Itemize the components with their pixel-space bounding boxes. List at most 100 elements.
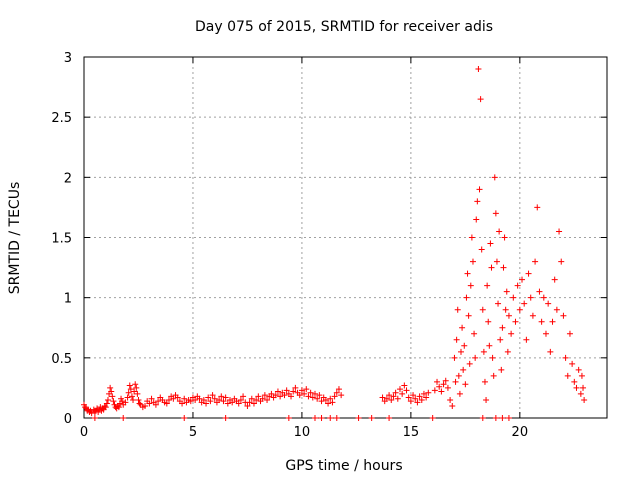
data-point [403,387,410,394]
data-point [527,294,534,301]
data-point [480,348,487,355]
data-point [203,400,210,407]
data-point [383,395,390,402]
data-point [102,404,109,411]
data-point [152,401,159,408]
data-point [577,390,584,397]
data-point [438,388,445,395]
data-point [386,415,393,421]
data-point [386,392,393,399]
data-point [449,402,456,409]
data-point [303,386,310,393]
data-point [88,410,95,417]
data-point [502,306,509,313]
data-point [165,396,172,403]
data-point [536,288,543,295]
y-tick-label: 2 [64,171,72,186]
data-point [501,234,508,241]
data-point [220,398,227,405]
data-point [436,383,443,390]
data-point [207,398,214,405]
data-point [335,386,342,393]
x-tick-label: 15 [403,425,420,440]
data-point [296,392,303,399]
data-point [490,372,497,379]
data-point [461,342,468,349]
data-point [126,382,133,389]
data-point [491,174,498,181]
data-point [503,288,510,295]
data-point [216,396,223,403]
data-point [488,264,495,271]
data-point [272,392,279,399]
data-point [244,402,251,409]
data-point [355,415,362,421]
data-point [146,400,153,407]
data-point [462,381,469,388]
data-point [120,415,127,421]
data-point [209,392,216,399]
data-point [551,276,558,283]
data-point [466,360,473,367]
data-point [460,366,467,373]
data-point [311,415,318,421]
data-point [553,306,560,313]
data-point [333,389,340,396]
data-point [498,366,505,373]
data-point [540,294,547,301]
data-point [237,396,244,403]
data-point [499,415,506,421]
data-point [478,246,485,253]
data-point [396,386,403,393]
data-point [492,415,499,421]
data-point [181,395,188,402]
data-point [560,312,567,319]
y-tick-label: 1 [64,292,72,307]
data-point [505,415,512,421]
data-point [329,399,336,406]
data-point [414,399,421,406]
data-point [459,324,466,331]
data-point [305,393,312,400]
data-point [253,396,260,403]
data-point [492,210,499,217]
y-tick-label: 2.5 [51,111,72,126]
data-point [187,398,194,405]
data-point [292,384,299,391]
data-point [489,354,496,361]
data-point [314,395,321,402]
x-tick-label: 5 [189,425,197,440]
chart-title: Day 075 of 2015, SRMTID for receiver adi… [195,19,493,35]
data-point [485,318,492,325]
data-point [109,393,116,400]
data-point [196,395,203,402]
data-point [399,390,406,397]
data-point [474,198,481,205]
data-point [318,398,325,405]
data-point [575,366,582,373]
data-point [108,388,115,395]
data-point [476,186,483,193]
data-point [566,330,573,337]
data-point [500,264,507,271]
data-points [81,66,588,421]
data-point [125,389,132,396]
data-point [218,393,225,400]
data-point [549,318,556,325]
data-point [447,396,454,403]
data-point [290,388,297,395]
grid-lines [84,57,607,418]
data-point [542,330,549,337]
data-point [534,204,541,211]
data-point [418,396,425,403]
data-point [368,415,375,421]
y-tick-label: 3 [64,51,72,66]
data-point [472,354,479,361]
data-point [283,387,290,394]
data-point [510,294,517,301]
data-point [495,300,502,307]
data-point [174,394,181,401]
data-point [562,354,569,361]
data-point [235,400,242,407]
